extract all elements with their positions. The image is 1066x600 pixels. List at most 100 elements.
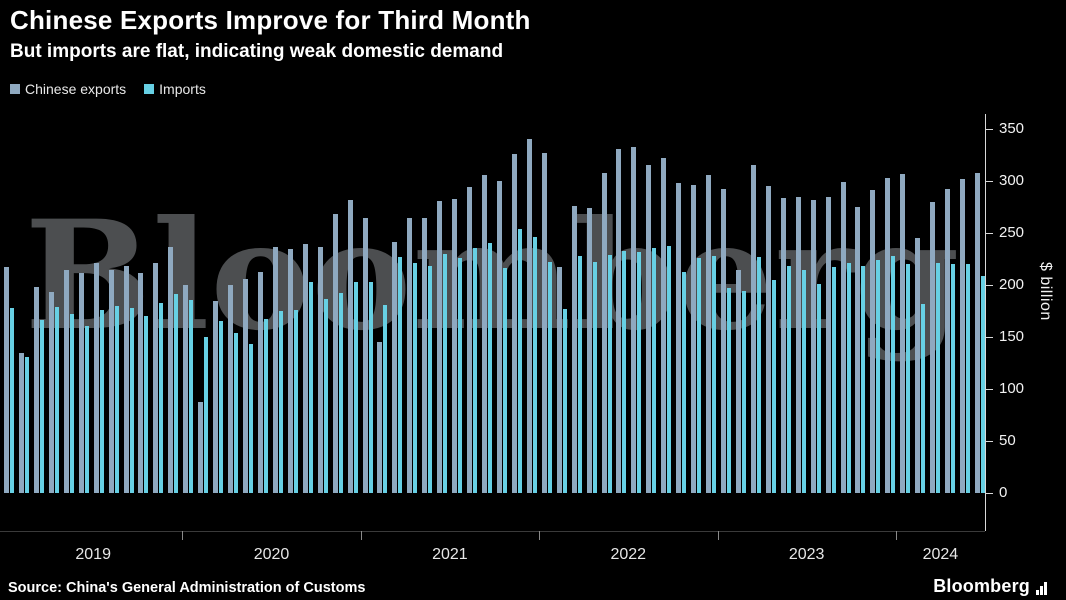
- legend-item-imports: Imports: [144, 81, 206, 97]
- y-tick: [985, 233, 993, 234]
- import-bar: [727, 288, 731, 493]
- export-bar: [138, 272, 144, 493]
- import-bar: [219, 321, 224, 493]
- import-bar: [338, 293, 343, 493]
- bar-group: [302, 129, 313, 493]
- bar-group: [721, 129, 731, 493]
- export-bar: [272, 246, 278, 493]
- bar-group: [213, 129, 224, 493]
- bar-group: [317, 129, 328, 493]
- import-bar: [966, 264, 970, 493]
- export-bar: [571, 206, 577, 493]
- import-bar: [771, 279, 776, 493]
- export-bar: [496, 181, 502, 493]
- export-bar: [676, 183, 682, 493]
- import-bar: [129, 307, 134, 493]
- import-bar: [383, 304, 388, 493]
- y-axis-title: $ billion: [1037, 262, 1054, 321]
- export-bar: [586, 208, 592, 493]
- export-bar: [228, 285, 234, 493]
- x-year-label: 2020: [253, 546, 290, 563]
- export-bar: [825, 196, 831, 493]
- export-bar: [407, 218, 413, 493]
- bar-group: [78, 129, 89, 493]
- bar-group: [63, 129, 74, 493]
- export-bar: [198, 401, 204, 493]
- bar-group: [706, 129, 717, 493]
- bar-group: [228, 129, 239, 493]
- import-bar: [816, 284, 821, 493]
- import-bar: [99, 310, 104, 493]
- export-bar: [48, 292, 54, 493]
- export-bar: [377, 342, 383, 493]
- y-tick: [985, 129, 993, 130]
- bar-group: [392, 129, 403, 493]
- export-bar: [855, 207, 861, 493]
- bar-group: [287, 129, 298, 493]
- bar-group: [586, 129, 597, 493]
- export-bar: [467, 187, 473, 493]
- x-tick: [539, 531, 541, 540]
- bar-group: [526, 129, 537, 493]
- x-tick: [360, 531, 362, 540]
- import-bar: [517, 228, 522, 493]
- export-bar: [347, 199, 353, 493]
- import-bar: [488, 243, 492, 493]
- import-bar: [801, 270, 806, 493]
- imports-swatch-icon: [144, 84, 155, 94]
- bar-group: [272, 129, 283, 493]
- bar-group: [437, 129, 448, 493]
- import-bar: [637, 251, 642, 493]
- bar-group: [168, 129, 179, 493]
- bar-group: [780, 129, 791, 493]
- export-bar: [900, 173, 906, 493]
- export-bar: [422, 218, 428, 493]
- x-tick: [182, 531, 184, 540]
- chart-subtitle: But imports are flat, indicating weak do…: [10, 41, 504, 62]
- export-bar: [945, 189, 951, 493]
- import-bar: [174, 294, 179, 493]
- x-year-label: 2022: [610, 546, 647, 563]
- export-bar: [721, 189, 726, 493]
- export-bar: [123, 266, 129, 493]
- bar-group: [795, 129, 806, 493]
- export-bar: [317, 246, 323, 493]
- bar-group: [48, 129, 59, 493]
- bar-group: [511, 129, 522, 493]
- export-bar: [601, 172, 607, 493]
- bar-group: [960, 129, 970, 493]
- legend: Chinese exports Imports: [10, 81, 206, 97]
- import-bar: [652, 247, 657, 493]
- y-tick: [985, 181, 993, 182]
- bar-group: [452, 129, 463, 493]
- y-tick-label: 100: [999, 380, 1025, 397]
- import-bar: [293, 310, 298, 493]
- import-bar: [54, 306, 59, 493]
- y-tick-label: 200: [999, 276, 1025, 293]
- bar-group: [571, 129, 582, 493]
- export-bar: [974, 172, 980, 493]
- import-bar: [39, 320, 44, 493]
- import-bar: [24, 356, 29, 493]
- bar-group: [945, 129, 956, 493]
- bar-group: [974, 129, 985, 493]
- export-bar: [213, 300, 219, 493]
- bar-group: [915, 129, 926, 493]
- y-tick-label: 150: [999, 328, 1025, 345]
- bar-group: [750, 129, 761, 493]
- bar-group: [153, 129, 164, 493]
- import-bar: [368, 281, 373, 493]
- bar-group: [601, 129, 612, 493]
- y-tick: [985, 493, 993, 494]
- import-bar: [741, 291, 746, 493]
- x-axis-line: [0, 531, 985, 532]
- export-bar: [541, 152, 547, 493]
- import-bar: [712, 255, 717, 493]
- bar-group: [4, 129, 14, 493]
- import-bar: [697, 258, 702, 493]
- export-bar: [482, 174, 487, 493]
- export-bar: [795, 196, 801, 493]
- bar-group: [243, 129, 253, 493]
- import-bar: [204, 337, 209, 493]
